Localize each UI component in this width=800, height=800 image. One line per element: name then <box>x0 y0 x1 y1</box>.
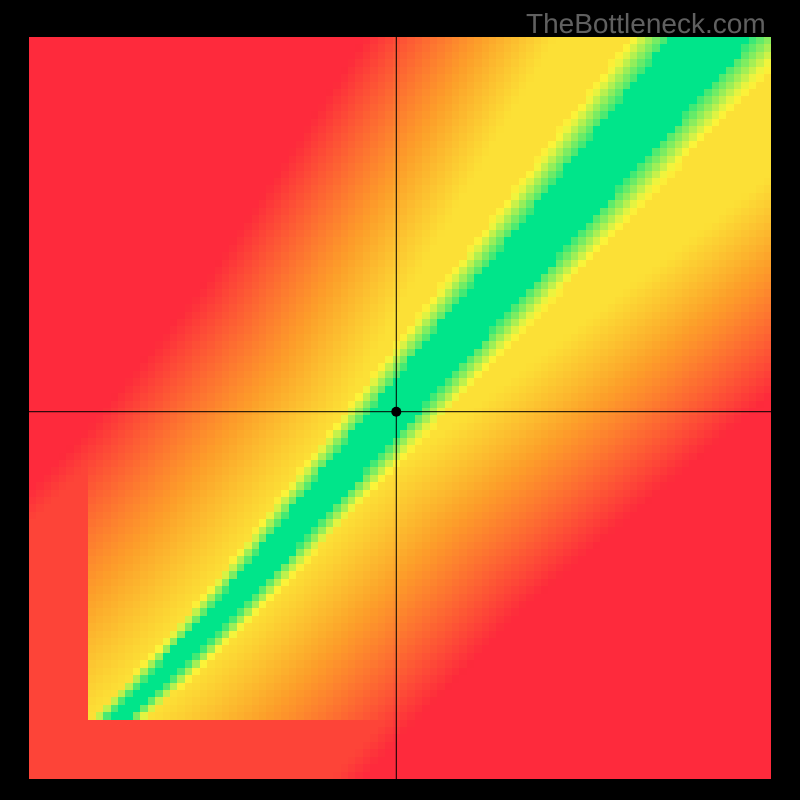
watermark-text: TheBottleneck.com <box>526 8 766 40</box>
bottleneck-heatmap <box>0 0 800 800</box>
